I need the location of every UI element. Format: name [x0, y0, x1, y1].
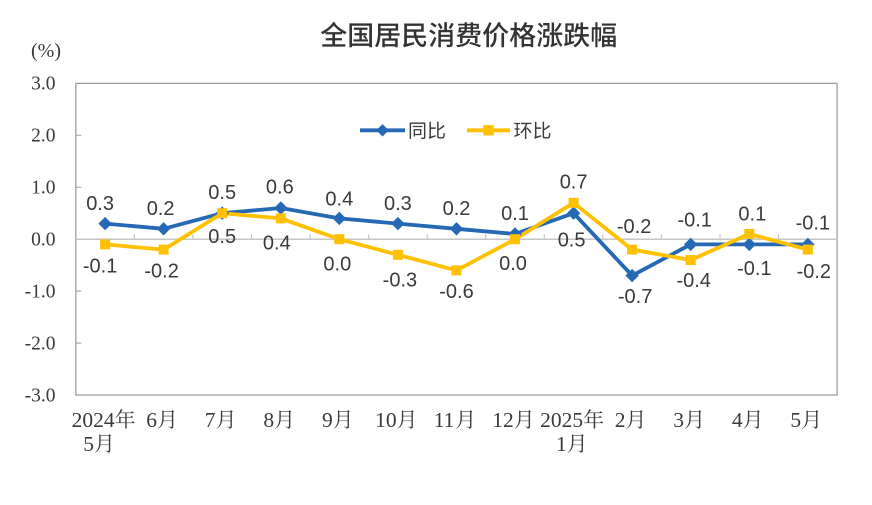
svg-text:0.4: 0.4: [263, 233, 291, 255]
svg-text:-0.2: -0.2: [144, 261, 178, 283]
svg-text:11: 11: [434, 408, 455, 432]
svg-text:0.2: 0.2: [443, 198, 471, 220]
svg-text:-0.7: -0.7: [618, 286, 652, 308]
svg-text:10: 10: [375, 408, 397, 432]
svg-text:-0.3: -0.3: [383, 270, 417, 292]
svg-text:8: 8: [263, 408, 274, 432]
svg-text:0.0: 0.0: [31, 230, 55, 251]
svg-text:0.5: 0.5: [208, 226, 236, 248]
svg-text:-0.1: -0.1: [796, 213, 830, 235]
svg-text:0.3: 0.3: [86, 193, 114, 215]
svg-text:0.7: 0.7: [560, 172, 588, 194]
svg-text:-0.1: -0.1: [737, 258, 771, 280]
svg-text:0.0: 0.0: [323, 254, 351, 276]
svg-text:-0.2: -0.2: [617, 216, 651, 238]
svg-text:0.1: 0.1: [738, 204, 766, 226]
svg-text:9: 9: [322, 408, 333, 432]
svg-text:12: 12: [492, 408, 514, 432]
svg-text:-3.0: -3.0: [25, 385, 56, 406]
svg-text:0.5: 0.5: [208, 182, 236, 204]
svg-text:3.0: 3.0: [31, 74, 55, 95]
svg-text:7: 7: [205, 408, 216, 432]
svg-text:4: 4: [732, 408, 743, 432]
svg-text:-0.1: -0.1: [677, 210, 711, 232]
svg-text:-1.0: -1.0: [25, 281, 56, 302]
svg-text:1: 1: [556, 432, 567, 456]
svg-text:-0.1: -0.1: [83, 256, 117, 278]
svg-text:1.0: 1.0: [31, 178, 55, 199]
svg-text:0.6: 0.6: [266, 177, 294, 199]
svg-text:0.1: 0.1: [501, 203, 529, 225]
svg-text:-0.6: -0.6: [439, 281, 473, 303]
svg-text:0.3: 0.3: [384, 193, 412, 215]
svg-text:2024: 2024: [72, 408, 115, 432]
svg-text:2025: 2025: [540, 408, 583, 432]
svg-text:2.0: 2.0: [31, 126, 55, 147]
svg-text:-2.0: -2.0: [25, 333, 56, 354]
svg-text:3: 3: [673, 408, 684, 432]
svg-text:6: 6: [146, 408, 157, 432]
svg-text:0.4: 0.4: [325, 189, 353, 211]
svg-text:-0.4: -0.4: [676, 270, 710, 292]
svg-text:(%): (%): [31, 40, 61, 62]
svg-text:0.5: 0.5: [558, 230, 586, 252]
svg-text:-0.2: -0.2: [797, 261, 831, 283]
svg-text:5: 5: [790, 408, 801, 432]
svg-text:0.0: 0.0: [499, 253, 527, 275]
svg-text:2: 2: [615, 408, 626, 432]
svg-text:5: 5: [83, 432, 94, 456]
svg-text:0.2: 0.2: [147, 198, 175, 220]
